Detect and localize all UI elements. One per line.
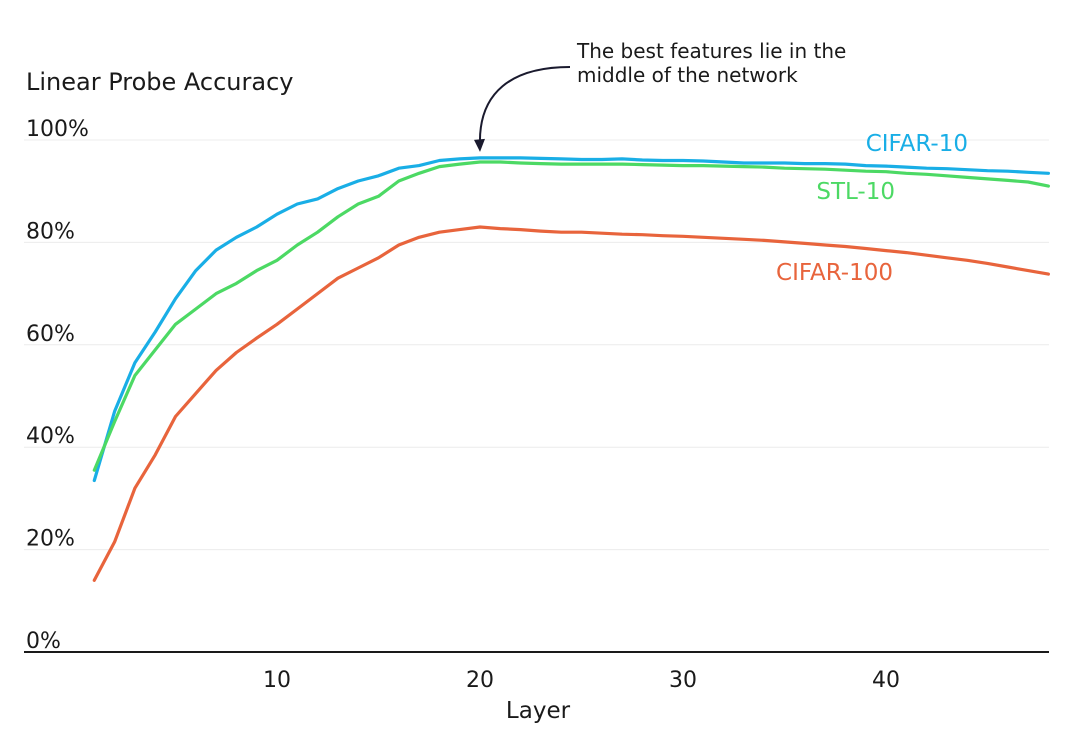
annotation-arrowhead (474, 138, 485, 152)
annotation-arrow (478, 66, 571, 146)
y-axis-title: Linear Probe Accuracy (26, 68, 294, 96)
series-label-stl-10: STL-10 (816, 179, 895, 205)
gridlines (24, 139, 1049, 551)
x-tick-label: 40 (872, 668, 900, 693)
y-tick-label: 100% (26, 117, 89, 142)
x-tick-labels: 10 20 30 40 (263, 668, 900, 693)
y-tick-label: 0% (26, 629, 61, 654)
y-tick-label: 80% (26, 219, 75, 244)
series-line-cifar-100 (92, 225, 1051, 582)
y-tick-labels: 0% 20% 40% 60% 80% 100% (26, 117, 89, 654)
annotation-line-2: middle of the network (577, 63, 798, 87)
x-tick-label: 30 (669, 668, 697, 693)
series-label-cifar-10: CIFAR-10 (866, 131, 968, 157)
y-tick-label: 20% (26, 527, 75, 552)
series-line-cifar-10 (92, 156, 1051, 483)
y-tick-label: 40% (26, 424, 75, 449)
x-tick-label: 20 (466, 668, 494, 693)
annotation-line-1: The best features lie in the (577, 39, 847, 63)
series-label-cifar-100: CIFAR-100 (776, 260, 893, 286)
x-axis-title: Layer (505, 698, 571, 724)
annotation-text: The best features lie in the middle of t… (577, 39, 846, 87)
series-line-stl-10 (92, 160, 1051, 472)
y-tick-label: 60% (26, 322, 75, 347)
x-tick-label: 10 (263, 668, 291, 693)
